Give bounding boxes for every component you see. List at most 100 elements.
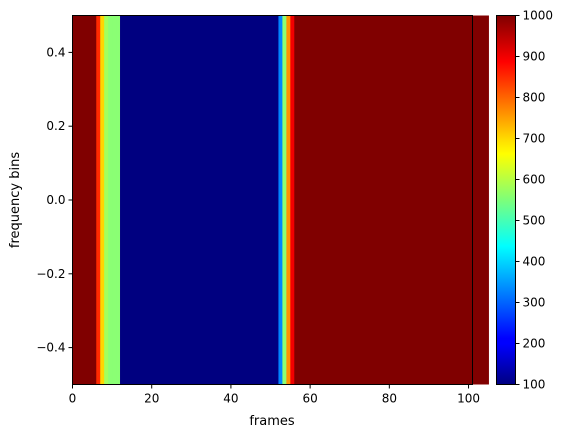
heatmap-column — [436, 15, 442, 385]
heatmap-column — [151, 15, 157, 385]
heatmap-column — [341, 15, 347, 385]
heatmap-column — [123, 15, 129, 385]
heatmap-column — [365, 15, 371, 385]
heatmap-column — [329, 15, 335, 385]
heatmap-column — [353, 15, 359, 385]
heatmap-column — [199, 15, 204, 385]
heatmap-column — [278, 15, 284, 385]
heatmap-column — [302, 15, 307, 385]
heatmap-column — [155, 15, 161, 385]
heatmap-column — [222, 15, 228, 385]
heatmap-column — [92, 15, 97, 385]
heatmap-column — [171, 15, 177, 385]
heatmap-column — [306, 15, 311, 385]
x-tick-label: 100 — [457, 392, 480, 406]
colorbar-tick-label: 600 — [523, 173, 546, 187]
heatmap-column — [349, 15, 355, 385]
heatmap-column — [112, 15, 117, 385]
heatmap-column — [464, 15, 470, 385]
y-tick-label: −0.2 — [36, 267, 65, 281]
y-tick-label: 0.2 — [46, 119, 65, 133]
heatmap-column — [108, 15, 113, 385]
heatmap-column — [294, 15, 299, 385]
heatmap-column — [397, 15, 402, 385]
y-tick-label: 0.4 — [46, 45, 65, 59]
heatmap-column — [401, 15, 406, 385]
heatmap-column — [207, 15, 212, 385]
heatmap-column — [385, 15, 390, 385]
heatmap-column — [405, 15, 410, 385]
x-axis: 0 20 40 60 80 100 — [69, 384, 480, 406]
colorbar-tick-label: 300 — [523, 296, 546, 310]
heatmap-column — [88, 15, 93, 385]
heatmap-column — [147, 15, 153, 385]
x-tick-label: 80 — [382, 392, 397, 406]
heatmap-column — [357, 15, 363, 385]
y-tick-label: −0.4 — [36, 341, 65, 355]
heatmap-column — [484, 15, 489, 385]
heatmap-column — [258, 15, 264, 385]
heatmap-column — [179, 15, 184, 385]
heatmap-column — [163, 15, 169, 385]
heatmap-column — [369, 15, 375, 385]
heatmap-column — [413, 15, 418, 385]
heatmap-column — [322, 15, 327, 385]
colorbar — [496, 15, 516, 385]
heatmap-column — [116, 15, 121, 385]
colorbar-tick-label: 800 — [523, 91, 546, 105]
heatmap-column — [460, 15, 466, 385]
heatmap-column — [325, 15, 331, 385]
heatmap-column — [270, 15, 276, 385]
heatmap-column — [480, 15, 485, 385]
heatmap-column — [373, 15, 379, 385]
heatmap-column — [318, 15, 323, 385]
heatmap-column — [104, 15, 109, 385]
heatmap-column — [262, 15, 268, 385]
colorbar-tick-label: 700 — [523, 132, 546, 146]
heatmap-column — [424, 15, 430, 385]
colorbar-tick-label: 200 — [523, 337, 546, 351]
heatmap-column — [250, 15, 256, 385]
heatmap-column — [183, 15, 188, 385]
heatmap-cells — [72, 15, 489, 385]
heatmap-column — [215, 15, 220, 385]
heatmap-column — [242, 15, 248, 385]
heatmap-column — [298, 15, 303, 385]
x-tick-label: 40 — [223, 392, 238, 406]
heatmap-column — [274, 15, 280, 385]
heatmap-column — [219, 15, 224, 385]
colorbar-tick-label: 1000 — [523, 9, 554, 23]
colorbar-tick-label: 400 — [523, 255, 546, 269]
heatmap-column — [72, 15, 78, 385]
heatmap-column — [333, 15, 339, 385]
heatmap-column — [456, 15, 462, 385]
heatmap-column — [120, 15, 125, 385]
heatmap-column — [84, 15, 89, 385]
heatmap-column — [452, 15, 458, 385]
y-tick-label: 0.0 — [46, 193, 65, 207]
heatmap-column — [377, 15, 383, 385]
heatmap-column — [468, 15, 474, 385]
heatmap-column — [135, 15, 141, 385]
x-axis-label: frames — [249, 414, 295, 429]
colorbar-ticks: 1000 900 800 700 600 500 400 300 200 100 — [515, 9, 554, 392]
colorbar-tick-label: 500 — [523, 214, 546, 228]
heatmap-column — [100, 15, 105, 385]
colorbar-tick-label: 100 — [523, 378, 546, 392]
heatmap-column — [421, 15, 426, 385]
heatmap-column — [187, 15, 192, 385]
heatmap-column — [290, 15, 295, 385]
colorbar-tick-label: 900 — [523, 50, 546, 64]
heatmap-column — [282, 15, 287, 385]
heatmap-column — [127, 15, 133, 385]
heatmap-column — [238, 15, 244, 385]
heatmap-column — [381, 15, 386, 385]
heatmap-column — [234, 15, 240, 385]
heatmap-column — [246, 15, 252, 385]
heatmap-column — [389, 15, 394, 385]
heatmap-column — [167, 15, 173, 385]
heatmap-column — [230, 15, 236, 385]
heatmap-column — [226, 15, 232, 385]
heatmap-column — [203, 15, 208, 385]
